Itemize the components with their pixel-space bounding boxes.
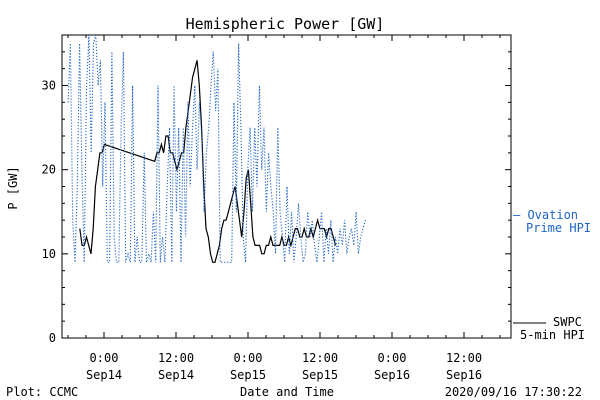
x-axis-label: Date and Time xyxy=(240,385,334,399)
x-tick-date-label: Sep15 xyxy=(230,368,266,382)
x-tick-time-label: 12:00 xyxy=(446,351,482,365)
y-tick-label: 30 xyxy=(42,79,56,93)
y-tick-label: 0 xyxy=(49,331,56,345)
x-tick-time-label: 12:00 xyxy=(302,351,338,365)
x-tick-time-label: 0:00 xyxy=(90,351,119,365)
legend-ovation-label: — Ovation xyxy=(513,208,578,222)
y-axis-label: P [GW] xyxy=(6,166,20,209)
x-tick-time-label: 12:00 xyxy=(158,351,194,365)
footer-left: Plot: CCMC xyxy=(6,385,78,399)
legend-swpc-label: SWPC xyxy=(553,315,582,329)
chart-layer: 0 10 20 30 0:00 Sep14 12:00 Sep14 0:00 Sep15 12:00… xyxy=(42,35,591,382)
plot-frame xyxy=(61,34,512,339)
x-tick-date-label: Sep16 xyxy=(374,368,410,382)
series-line-ovation xyxy=(67,35,366,263)
x-tick-date-label: Sep14 xyxy=(86,368,122,382)
x-tick-time-label: 0:00 xyxy=(234,351,263,365)
x-tick-time-label: 0:00 xyxy=(378,351,407,365)
series-line-swpc xyxy=(79,60,337,263)
x-tick-date-label: Sep15 xyxy=(302,368,338,382)
legend-ovation-label-2: Prime HPI xyxy=(526,221,591,235)
footer-right: 2020/09/16 17:30:22 xyxy=(445,385,582,399)
legend-swpc-label-2: 5-min HPI xyxy=(520,328,585,342)
y-tick-label: 10 xyxy=(42,247,56,261)
chart-title: Hemispheric Power [GW] xyxy=(186,15,385,33)
y-tick-label: 20 xyxy=(42,163,56,177)
x-tick-date-label: Sep16 xyxy=(446,368,482,382)
x-tick-date-label: Sep14 xyxy=(158,368,194,382)
